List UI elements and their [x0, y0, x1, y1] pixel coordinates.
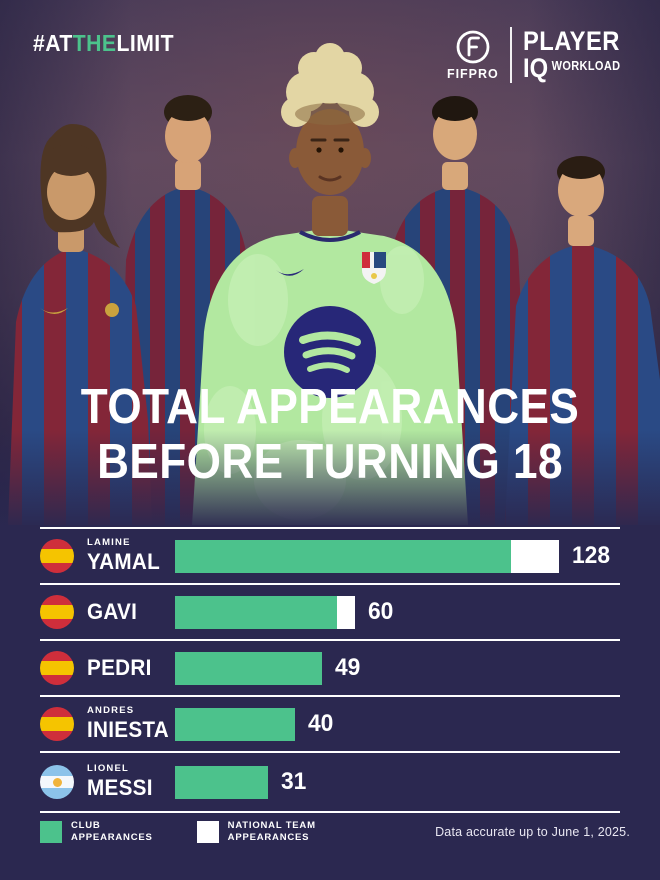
player-first-name: ANDRES	[87, 705, 135, 716]
national-bar-segment	[511, 539, 559, 573]
player-name: ANDRES INIESTA	[87, 705, 175, 743]
spotify-logo-icon	[284, 306, 376, 398]
table-row: ANDRES INIESTA 40	[40, 695, 620, 751]
spain-flag-icon	[40, 539, 74, 573]
fifpro-logo: FIFPRO	[447, 29, 499, 81]
legend-club-line1: CLUB	[71, 820, 101, 831]
total-value-label: 60	[368, 598, 394, 625]
spain-flag-icon	[40, 651, 74, 685]
appearances-bar	[175, 765, 268, 799]
hashtag-prefix: #AT	[33, 30, 73, 56]
player-first-name: LAMINE	[87, 537, 131, 548]
player-name: LIONEL MESSI	[87, 763, 175, 801]
appearances-bar	[175, 651, 322, 685]
national-swatch-icon	[196, 820, 219, 843]
appearances-bar-chart: LAMINE YAMAL 128 GAVI 60 PEDRI 49	[40, 527, 620, 813]
total-value-label: 31	[281, 768, 307, 795]
player-name: GAVI	[87, 599, 175, 625]
club-bar-segment	[175, 539, 511, 573]
table-row: GAVI 60	[40, 583, 620, 639]
appearances-bar	[175, 595, 355, 629]
brand-divider	[509, 27, 513, 83]
player-iq-workload-wordmark: PLAYER IQ WORKLOAD	[523, 28, 620, 82]
table-row: LIONEL MESSI 31	[40, 751, 620, 811]
total-value-label: 49	[335, 654, 361, 681]
player-name: PEDRI	[87, 655, 175, 681]
hashtag-suffix: LIMIT	[116, 30, 175, 56]
data-accuracy-note: Data accurate up to June 1, 2025.	[435, 824, 630, 839]
chart-legend: CLUB APPEARANCES NATIONAL TEAM APPEARANC…	[40, 820, 630, 844]
table-row: LAMINE YAMAL 128	[40, 527, 620, 583]
player-first-name: LIONEL	[87, 763, 130, 774]
club-bar-segment	[175, 651, 322, 685]
total-value-label: 40	[308, 710, 334, 737]
player-last-name: MESSI	[87, 775, 153, 800]
title-line-1: TOTAL APPEARANCES	[80, 380, 580, 434]
player-last-name: PEDRI	[87, 655, 152, 680]
legend-national: NATIONAL TEAM APPEARANCES	[196, 820, 316, 844]
appearances-bar	[175, 707, 295, 741]
hero-illustration	[0, 0, 660, 525]
player-name: LAMINE YAMAL	[87, 537, 175, 575]
spain-flag-icon	[40, 595, 74, 629]
club-bar-segment	[175, 707, 295, 741]
club-bar-segment	[175, 595, 337, 629]
title-line-2: BEFORE TURNING 18	[97, 434, 563, 489]
iq-wordmark: IQ	[523, 53, 549, 84]
national-bar-segment	[337, 595, 355, 629]
legend-club-line2: APPEARANCES	[71, 831, 153, 843]
hashtag-highlight: THE	[72, 30, 117, 56]
club-bar-segment	[175, 765, 268, 799]
spain-flag-icon	[40, 707, 74, 741]
player-last-name: YAMAL	[87, 549, 161, 574]
workload-wordmark: WORKLOAD	[551, 59, 621, 74]
legend-national-line2: APPEARANCES	[227, 831, 310, 843]
player-last-name: GAVI	[87, 599, 138, 624]
argentina-flag-icon	[40, 765, 74, 799]
total-value-label: 128	[572, 542, 611, 569]
club-swatch-icon	[40, 820, 62, 843]
page-title: TOTAL APPEARANCES BEFORE TURNING 18	[33, 380, 627, 490]
brand-lockup: FIFPRO PLAYER IQ WORKLOAD	[447, 27, 634, 83]
club-crest-icon	[362, 252, 386, 284]
table-row: PEDRI 49	[40, 639, 620, 695]
fifpro-circle-icon	[456, 30, 490, 64]
hashtag: #ATTHELIMIT	[33, 30, 174, 57]
fifpro-wordmark: FIFPRO	[446, 67, 499, 81]
appearances-bar	[175, 539, 559, 573]
player-wordmark: PLAYER	[523, 26, 621, 57]
legend-national-line1: NATIONAL TEAM	[227, 820, 316, 831]
player-last-name: INIESTA	[87, 717, 170, 742]
legend-club: CLUB APPEARANCES	[40, 820, 153, 844]
